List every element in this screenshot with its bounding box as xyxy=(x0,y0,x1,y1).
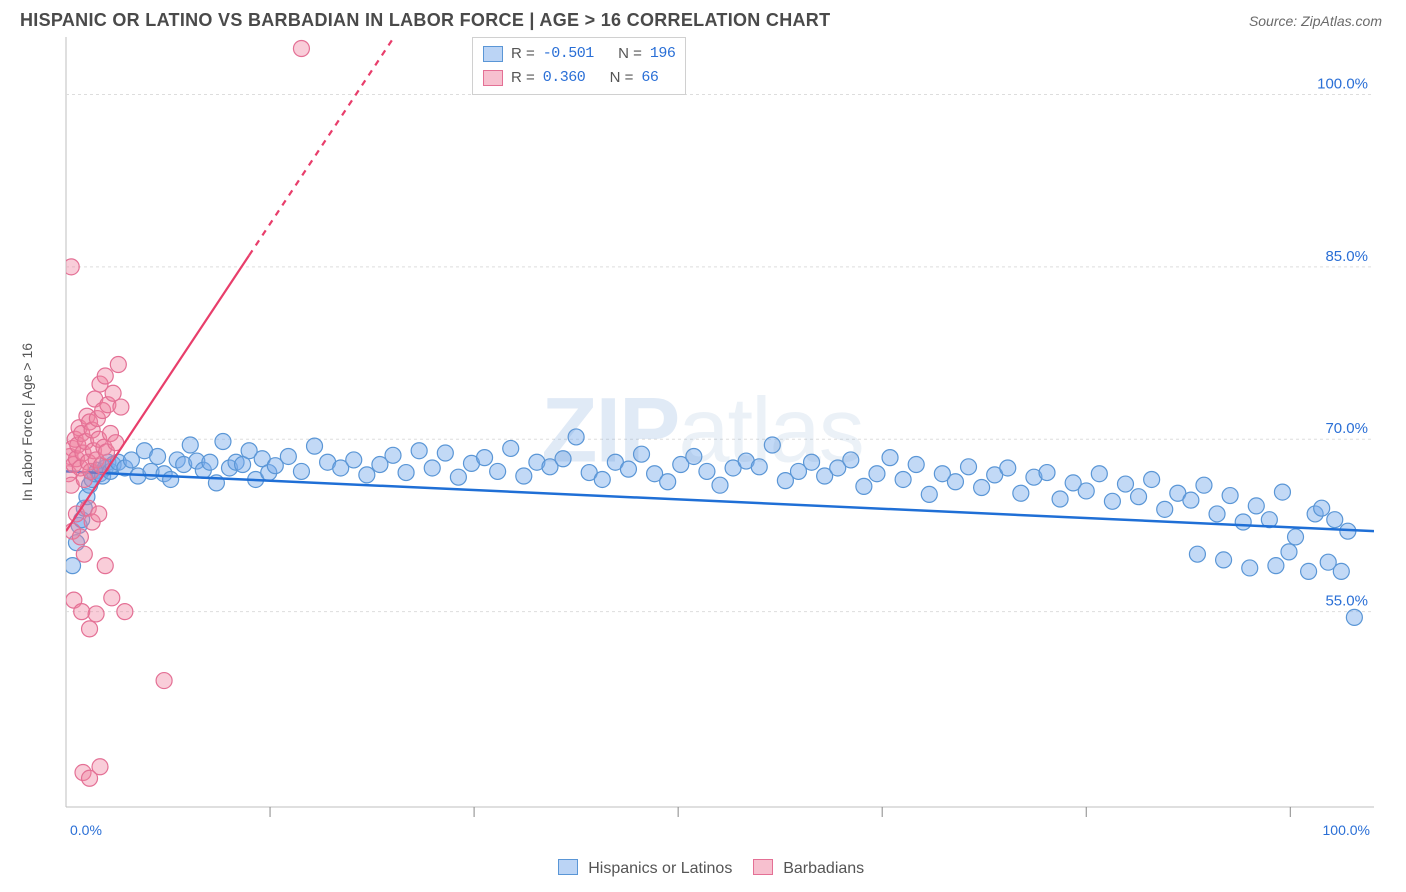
legend-N-label: N = xyxy=(618,42,642,66)
legend-N-value-barbadian: 66 xyxy=(641,66,658,90)
legend-row-hispanic: R = -0.501 N = 196 xyxy=(483,42,675,66)
legend-swatch-barbadian xyxy=(483,70,503,86)
legend-swatch-barbadian-bottom xyxy=(753,859,773,875)
chart-title: HISPANIC OR LATINO VS BARBADIAN IN LABOR… xyxy=(20,10,830,31)
svg-text:100.0%: 100.0% xyxy=(1317,75,1368,92)
correlation-legend: R = -0.501 N = 196 R = 0.360 N = 66 xyxy=(472,37,686,95)
legend-label-hispanic: Hispanics or Latinos xyxy=(588,860,732,877)
chart-area: 55.0% 70.0% 85.0% 100.0% In Labor Force | Ag… xyxy=(12,37,1392,857)
svg-text:85.0%: 85.0% xyxy=(1325,248,1368,265)
legend-N-value-hispanic: 196 xyxy=(650,42,676,66)
legend-swatch-hispanic xyxy=(483,46,503,62)
legend-R-label: R = xyxy=(511,42,535,66)
svg-text:In Labor Force | Age > 16: In Labor Force | Age > 16 xyxy=(19,343,35,501)
legend-R-value-barbadian: 0.360 xyxy=(543,66,586,90)
svg-text:55.0%: 55.0% xyxy=(1325,593,1368,610)
svg-text:0.0%: 0.0% xyxy=(70,822,102,838)
legend-R-label: R = xyxy=(511,66,535,90)
legend-swatch-hispanic-bottom xyxy=(558,859,578,875)
svg-text:70.0%: 70.0% xyxy=(1325,420,1368,437)
scatter-chart-svg: 55.0% 70.0% 85.0% 100.0% In Labor Force | Ag… xyxy=(12,37,1392,842)
chart-header: HISPANIC OR LATINO VS BARBADIAN IN LABOR… xyxy=(0,0,1406,37)
legend-R-value-hispanic: -0.501 xyxy=(543,42,594,66)
legend-N-label: N = xyxy=(610,66,634,90)
legend-label-barbadian: Barbadians xyxy=(783,860,864,877)
source-label: Source: ZipAtlas.com xyxy=(1249,13,1382,29)
series-legend: Hispanics or Latinos Barbadians xyxy=(0,857,1406,878)
svg-text:100.0%: 100.0% xyxy=(1323,822,1370,838)
legend-row-barbadian: R = 0.360 N = 66 xyxy=(483,66,675,90)
